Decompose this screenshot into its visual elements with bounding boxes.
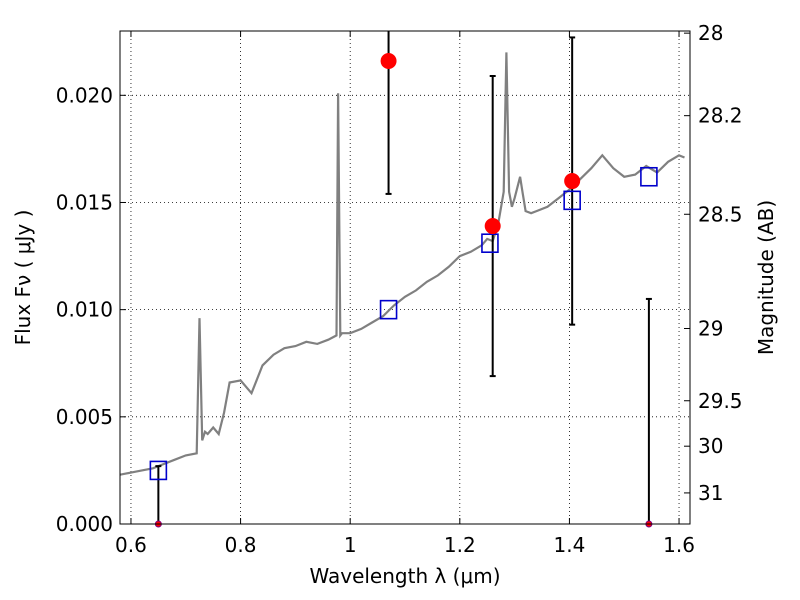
y2-tick-label: 28 bbox=[698, 21, 723, 45]
model-photometry-square bbox=[149, 460, 168, 481]
y2-tick-label: 29.5 bbox=[698, 389, 743, 413]
tick-labels: 0.6 0.8 1 1.2 1.4 1.6 0.000 0.005 0.010 0.015 0.02… bbox=[56, 21, 743, 557]
y-axis-label: Flux Fν ( μJy ) bbox=[11, 210, 35, 346]
y2-axis-label: Magnitude (AB) bbox=[754, 200, 778, 355]
model-spectrum bbox=[120, 52, 685, 476]
y2-tick-label: 28.2 bbox=[698, 104, 743, 128]
model-photometry-square bbox=[379, 299, 398, 320]
model-spectrum-line bbox=[120, 52, 685, 476]
model-photometry-square bbox=[563, 190, 581, 211]
x-tick-label: 0.8 bbox=[225, 533, 257, 557]
observed-point bbox=[564, 173, 581, 190]
x-tick-label: 1.6 bbox=[663, 533, 695, 557]
observed-points bbox=[154, 53, 653, 528]
plot-frame bbox=[119, 30, 691, 525]
x-tick-label: 1.4 bbox=[554, 533, 586, 557]
y-tick-label: 0.005 bbox=[56, 405, 113, 429]
x-tick-label: 1.2 bbox=[444, 533, 476, 557]
model-photometry-square bbox=[481, 233, 499, 254]
grid-lines bbox=[120, 31, 690, 524]
y2-tick-label: 28.5 bbox=[698, 202, 743, 226]
y-tick-label: 0.020 bbox=[56, 83, 113, 107]
y-tick-label: 0.000 bbox=[56, 512, 113, 536]
model-photometry-squares bbox=[149, 166, 658, 481]
x-axis-label: Wavelength λ (μm) bbox=[309, 564, 500, 588]
x-tick-label: 1 bbox=[344, 533, 357, 557]
axis-ticks bbox=[120, 31, 690, 525]
y2-tick-label: 31 bbox=[698, 481, 723, 505]
y-tick-label: 0.015 bbox=[56, 190, 113, 214]
y-tick-label: 0.010 bbox=[56, 298, 113, 322]
error-bars bbox=[155, 31, 652, 525]
observed-point bbox=[484, 218, 501, 235]
observed-point bbox=[380, 53, 397, 70]
model-photometry-square bbox=[640, 166, 658, 187]
x-tick-label: 0.6 bbox=[115, 533, 147, 557]
y2-tick-label: 30 bbox=[698, 434, 723, 458]
y2-tick-label: 29 bbox=[698, 317, 723, 341]
